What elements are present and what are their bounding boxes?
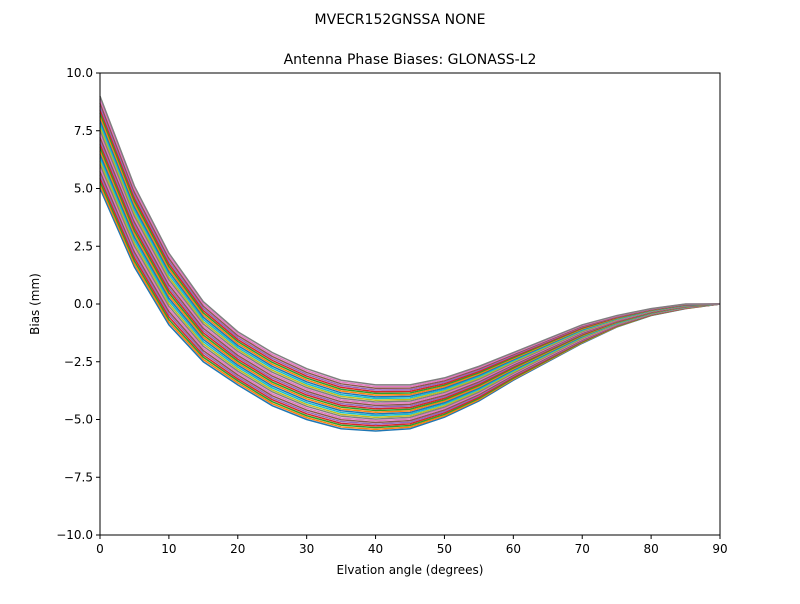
chart-title: Antenna Phase Biases: GLONASS-L2 (284, 52, 537, 68)
y-tick-label: −5.0 (64, 413, 93, 427)
series-line (99, 136, 721, 407)
y-tick-label: −10.0 (56, 528, 93, 542)
series-line (99, 126, 721, 402)
y-tick-label: 7.5 (74, 124, 93, 138)
x-tick-label: 70 (575, 542, 590, 556)
x-tick-label: 80 (643, 542, 658, 556)
figure-suptitle: MVECR152GNSSA NONE (315, 12, 486, 28)
y-tick-label: 5.0 (74, 182, 93, 196)
y-tick-label: 10.0 (66, 66, 93, 80)
x-axis-label: Elvation angle (degrees) (337, 563, 484, 577)
series-line (99, 153, 721, 415)
series-line (99, 150, 721, 413)
y-tick-label: −2.5 (64, 355, 93, 369)
series-line (99, 140, 721, 408)
series-line (99, 116, 721, 396)
series-line (99, 143, 721, 410)
x-tick-label: 0 (96, 542, 104, 556)
x-tick-label: 90 (712, 542, 727, 556)
series-layer (99, 95, 721, 432)
x-tick-label: 40 (368, 542, 383, 556)
x-axis-ticks: 0 10 20 30 40 50 60 70 80 90 (96, 535, 728, 556)
series-line (99, 119, 721, 398)
y-tick-label: 0.0 (74, 297, 93, 311)
y-axis-label: Bias (mm) (28, 273, 42, 335)
x-tick-label: 10 (161, 542, 176, 556)
series-line (99, 123, 721, 400)
y-tick-label: 2.5 (74, 239, 93, 253)
plot-frame (99, 72, 721, 536)
x-tick-label: 50 (437, 542, 452, 556)
series-line (99, 133, 721, 405)
y-axis-ticks: 10.0 7.5 5.0 2.5 0.0 −2.5 −5.0 −7.5 −10.0 (56, 66, 100, 542)
series-line (99, 95, 720, 386)
y-tick-label: −7.5 (64, 470, 93, 484)
series-line (99, 147, 721, 412)
series-line (99, 130, 721, 403)
x-tick-label: 60 (506, 542, 521, 556)
x-tick-label: 20 (230, 542, 245, 556)
x-tick-label: 30 (299, 542, 314, 556)
